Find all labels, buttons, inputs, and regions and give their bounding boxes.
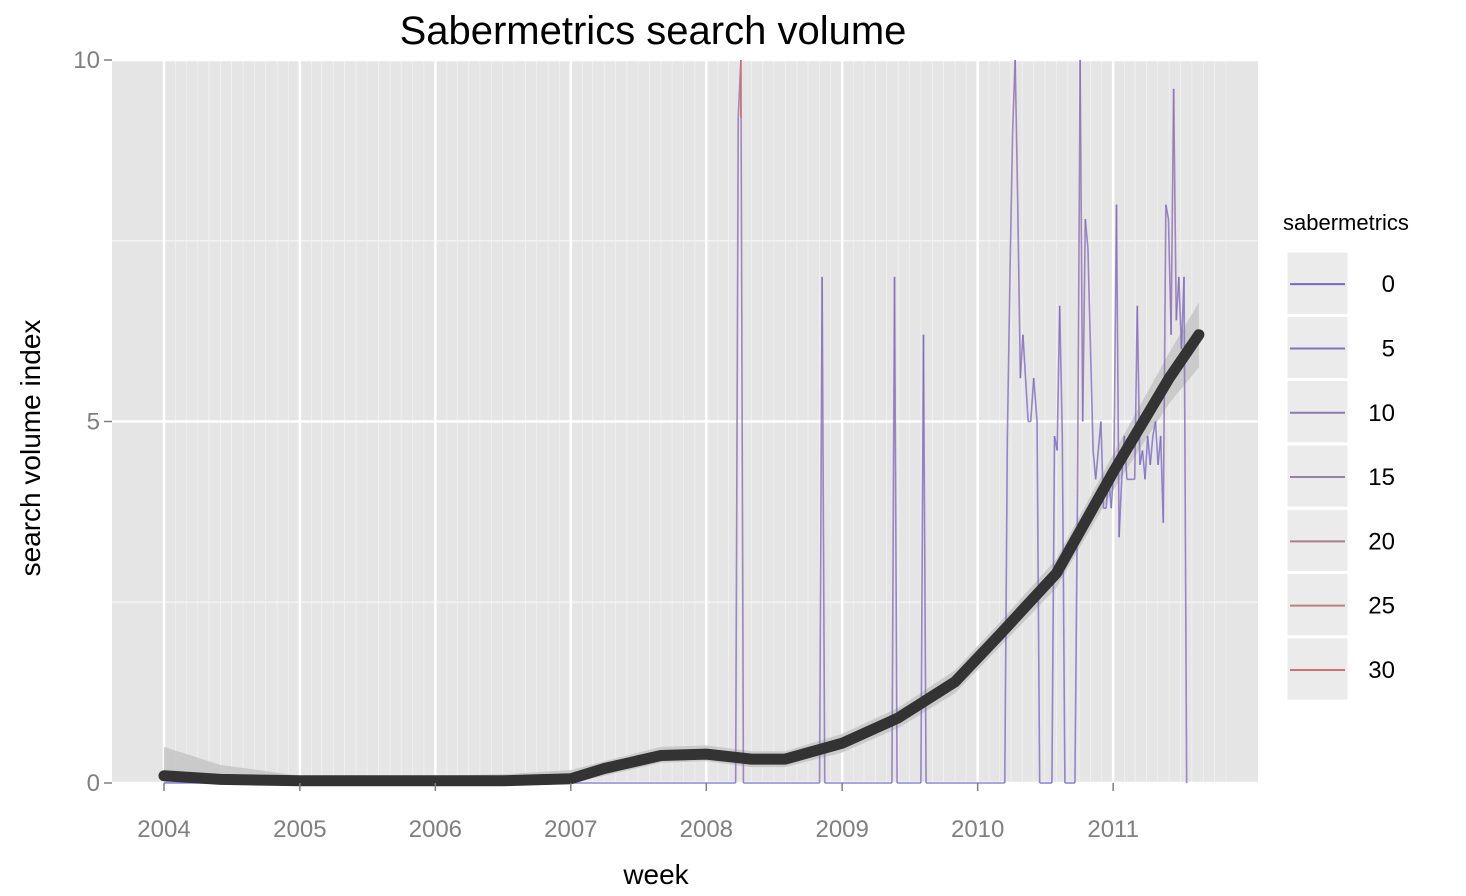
series-segment [1178, 276, 1183, 350]
series-segment [1058, 305, 1064, 436]
series-segment [821, 276, 826, 784]
legend-items: 0 5 10 15 20 25 30 [1286, 251, 1395, 701]
legend-label: 30 [1368, 657, 1395, 684]
series-segment [1029, 378, 1035, 422]
series-segment [1146, 435, 1152, 465]
series-segment [1019, 334, 1024, 379]
series-segment [1022, 334, 1027, 379]
series-segment [1115, 204, 1120, 538]
x-tick-label: 2005 [273, 816, 326, 843]
series-segment [1051, 435, 1056, 784]
series-segment [1170, 88, 1175, 335]
series-segment [1165, 204, 1170, 220]
series-segment [922, 334, 927, 784]
series-segment [1081, 219, 1087, 422]
series-segment [1024, 378, 1029, 422]
series-layer [164, 59, 1188, 784]
legend-label: 0 [1382, 271, 1395, 298]
series-segment [1149, 435, 1154, 465]
y-axis: 0 5 10 [73, 47, 112, 797]
legend-label: 5 [1382, 335, 1395, 362]
x-tick-label: 2004 [137, 816, 190, 843]
legend-item: 15 [1286, 444, 1395, 508]
x-tick-label: 2011 [1087, 816, 1139, 843]
legend-title: sabermetrics [1283, 210, 1409, 235]
series-segment [1036, 421, 1041, 784]
legend-item: 20 [1286, 508, 1395, 573]
series-segment [1056, 305, 1061, 451]
x-tick-label: 2009 [815, 816, 868, 843]
x-axis: 2004 2005 2006 2007 2008 2009 2010 2011 [137, 783, 1139, 843]
series-segment [893, 276, 898, 784]
chart-title: Sabermetrics search volume [400, 9, 907, 53]
series-segment [1014, 59, 1019, 205]
legend-label: 25 [1368, 593, 1395, 620]
y-tick-label: 0 [87, 770, 100, 797]
legend-item: 10 [1286, 380, 1395, 444]
series-segment [1009, 132, 1014, 277]
trend-layer [158, 329, 1205, 787]
series-segment [1079, 59, 1084, 422]
legend-item: 5 [1286, 315, 1395, 380]
series-segment [1144, 435, 1149, 480]
series-segment [1089, 349, 1094, 451]
x-tick-label: 2007 [544, 816, 597, 843]
y-axis-title: search volume index [15, 320, 46, 577]
series-segment [1003, 435, 1009, 784]
series-segment [1076, 59, 1081, 494]
series-segment [1061, 435, 1066, 784]
y-tick-label: 5 [87, 409, 100, 436]
series-segment [1087, 247, 1092, 350]
series-segment [1172, 88, 1178, 321]
legend-item: 25 [1286, 573, 1395, 637]
legend-key [1286, 315, 1349, 380]
x-tick-label: 2008 [680, 816, 733, 843]
series-segment [891, 276, 896, 784]
x-tick-label: 2006 [409, 816, 462, 843]
series-segment [818, 276, 823, 784]
series-segment [740, 59, 745, 784]
series-segment [1154, 421, 1159, 465]
x-axis-title: week [622, 859, 689, 890]
series-segment [1133, 305, 1139, 480]
legend-label: 10 [1368, 400, 1395, 427]
series-segment [734, 117, 740, 784]
series-segment [1094, 450, 1100, 480]
y-tick-label: 10 [73, 47, 100, 74]
series-segment [1016, 204, 1022, 379]
series-segment [1092, 450, 1097, 480]
series-segment [1084, 218, 1089, 249]
series-segment [1032, 378, 1038, 422]
legend-label: 15 [1368, 464, 1395, 491]
trend-line [158, 329, 1205, 787]
legend-key [1286, 637, 1349, 701]
legend-item: 0 [1286, 251, 1395, 315]
series-segment [1006, 276, 1011, 436]
legend: sabermetrics 0 5 10 15 20 25 30 [1283, 210, 1409, 701]
x-tick-label: 2010 [951, 816, 1004, 843]
legend-label: 20 [1368, 528, 1395, 555]
legend-item: 30 [1286, 637, 1395, 701]
series-segment [1162, 204, 1167, 523]
series-segment [1118, 479, 1123, 538]
